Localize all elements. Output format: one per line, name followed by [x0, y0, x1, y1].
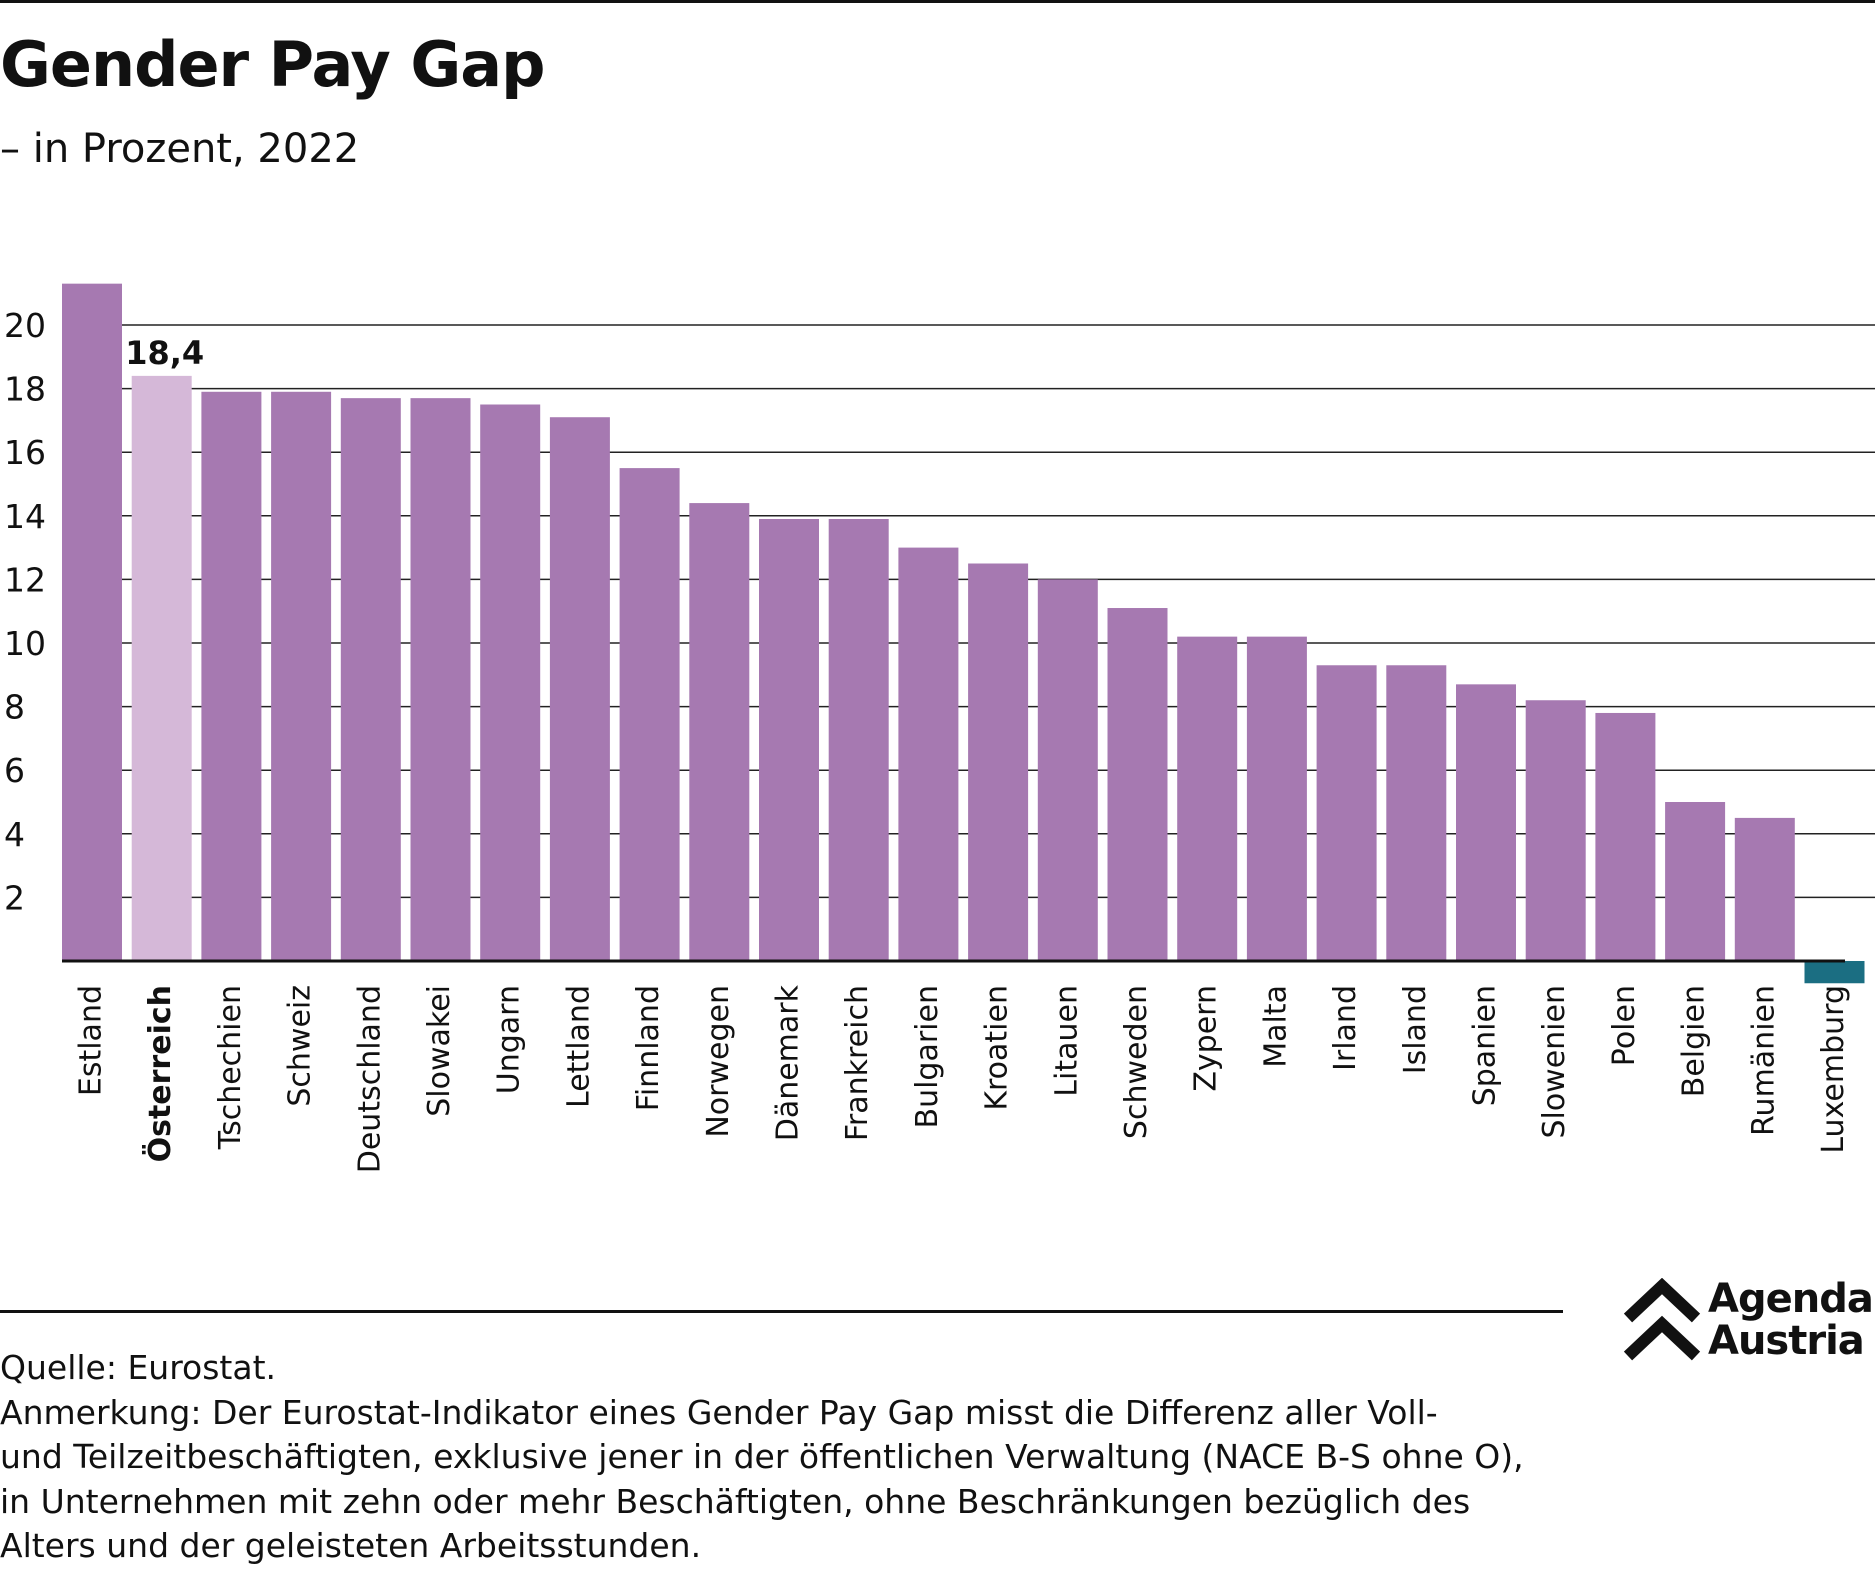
x-tick-label: Island [1398, 985, 1433, 1074]
bar-luxemburg [1804, 961, 1865, 984]
y-tick-label: 8 [4, 688, 25, 727]
data-label-oesterreich: 18,4 [125, 334, 204, 372]
bar-norwegen [689, 503, 750, 961]
x-tick-label: Schweden [1119, 985, 1154, 1139]
footer-rule [0, 1310, 1563, 1313]
x-tick-label: Irland [1328, 985, 1363, 1071]
footer: Quelle: Eurostat. Anmerkung: Der Eurosta… [0, 1346, 1660, 1569]
bar-bulgarien [898, 547, 959, 961]
logo-line-1: Agenda [1708, 1276, 1874, 1322]
x-tick-label: Bulgarien [910, 985, 945, 1129]
bar-estland [62, 283, 122, 961]
x-tick-label: Österreich [141, 985, 178, 1162]
x-tick-label: Slowakei [422, 985, 457, 1117]
x-tick-label: Norwegen [701, 985, 736, 1138]
y-tick-label: 16 [4, 433, 46, 472]
bar-malta [1246, 636, 1307, 961]
x-tick-label: Tschechien [213, 985, 248, 1150]
bar-zypern [1177, 636, 1238, 961]
chart-subtitle: – in Prozent, 2022 [0, 126, 360, 172]
note-line-2: und Teilzeitbeschäftigten, exklusive jen… [0, 1437, 1524, 1476]
chart-title: Gender Pay Gap [0, 28, 545, 101]
bar-belgien [1665, 802, 1726, 961]
bar-lettland [549, 417, 610, 962]
y-tick-label: 14 [4, 497, 46, 536]
y-tick-label: 6 [4, 751, 25, 790]
x-tick-label: Ungarn [492, 985, 527, 1094]
bar-polen [1595, 712, 1656, 961]
x-tick-label: Rumänien [1746, 985, 1781, 1136]
source-text: Quelle: Eurostat. [0, 1348, 277, 1387]
bar-deutschland [340, 398, 401, 961]
bar-litauen [1037, 579, 1098, 961]
bar-finnland [619, 468, 680, 961]
bar-dänemark [759, 518, 819, 961]
bar-kroatien [968, 563, 1029, 961]
y-tick-label: 10 [4, 624, 46, 663]
y-tick-label: 20 [4, 306, 46, 345]
logo-line-2: Austria [1708, 1318, 1865, 1364]
x-tick-label: Lettland [561, 985, 596, 1108]
x-tick-label: Schweiz [283, 985, 318, 1107]
bar-spanien [1456, 684, 1516, 961]
x-tick-label: Finnland [631, 985, 666, 1111]
x-tick-label: Estland [74, 985, 109, 1096]
note-line-3: in Unternehmen mit zehn oder mehr Beschä… [0, 1481, 1471, 1521]
bar-tschechien [201, 391, 262, 961]
x-tick-label: Dänemark [771, 984, 806, 1141]
y-tick-label: 12 [4, 560, 46, 599]
bar-irland [1316, 665, 1377, 961]
x-tick-label: Spanien [1468, 985, 1503, 1106]
x-tick-label: Litauen [1049, 985, 1084, 1097]
note-line-4: Alters und der geleisteten Arbeitsstunde… [0, 1526, 702, 1565]
agenda-austria-logo: Agenda Austria [1622, 1278, 1875, 1362]
x-tick-label: Kroatien [980, 985, 1015, 1111]
x-tick-label: Polen [1607, 985, 1642, 1066]
x-tick-label: Luxemburg [1816, 985, 1851, 1154]
top-rule [0, 0, 1875, 3]
y-tick-label: 18 [4, 370, 46, 409]
bar-island [1386, 665, 1447, 961]
note-line-1: Anmerkung: Der Eurostat-Indikator eines … [0, 1392, 1438, 1432]
bar-slowenien [1525, 700, 1586, 961]
bar-schweiz [271, 391, 332, 961]
double-chevron-up-icon [1623, 1278, 1701, 1361]
bar-schweden [1107, 608, 1168, 961]
x-tick-label: Slowenien [1537, 985, 1572, 1139]
bar-chart: 2 4 6 8 10 12 14 16 18 20 Estland Österreich 18,4 Tsc… [4, 283, 1875, 1173]
bar-rumänien [1734, 817, 1795, 961]
x-tick-label: Frankreich [840, 985, 875, 1141]
bar-österreich [131, 375, 192, 961]
bar-slowakei [410, 398, 471, 961]
x-tick-label: Zypern [1189, 985, 1224, 1092]
x-tick-label: Deutschland [352, 985, 387, 1173]
bar-frankreich [828, 518, 889, 961]
x-tick-label: Belgien [1677, 985, 1712, 1097]
y-tick-label: 4 [4, 815, 25, 854]
y-tick-label: 2 [4, 878, 25, 917]
bar-ungarn [480, 404, 541, 961]
x-tick-label: Malta [1258, 985, 1293, 1068]
